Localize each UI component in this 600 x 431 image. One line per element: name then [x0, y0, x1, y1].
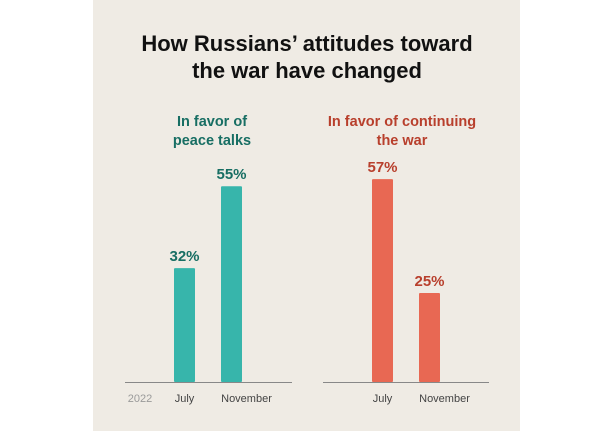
x-tick-label: July: [373, 393, 393, 405]
x-tick-label: July: [175, 393, 195, 405]
data-label: 57%: [367, 159, 397, 176]
chart-title-line-1: How Russians’ attitudes toward: [141, 31, 472, 56]
data-label: 32%: [169, 248, 199, 265]
data-label: 55%: [216, 166, 246, 183]
panel-subtitle-line-1: In favor of continuing: [328, 114, 476, 130]
bar-july: [372, 179, 393, 382]
panel-subtitle-line-2: the war: [377, 133, 428, 149]
x-tick-label: November: [419, 393, 470, 405]
chart-card: [93, 0, 520, 431]
chart-title-line-2: the war have changed: [192, 58, 422, 83]
panel-subtitle-line-2: peace talks: [173, 133, 251, 149]
x-tick-label: November: [221, 393, 272, 405]
bar-november: [419, 293, 440, 382]
bar-november: [221, 186, 242, 382]
year-label: 2022: [128, 393, 152, 405]
bar-july: [174, 268, 195, 382]
panel-subtitle-line-1: In favor of: [177, 114, 247, 130]
data-label: 25%: [414, 273, 444, 290]
